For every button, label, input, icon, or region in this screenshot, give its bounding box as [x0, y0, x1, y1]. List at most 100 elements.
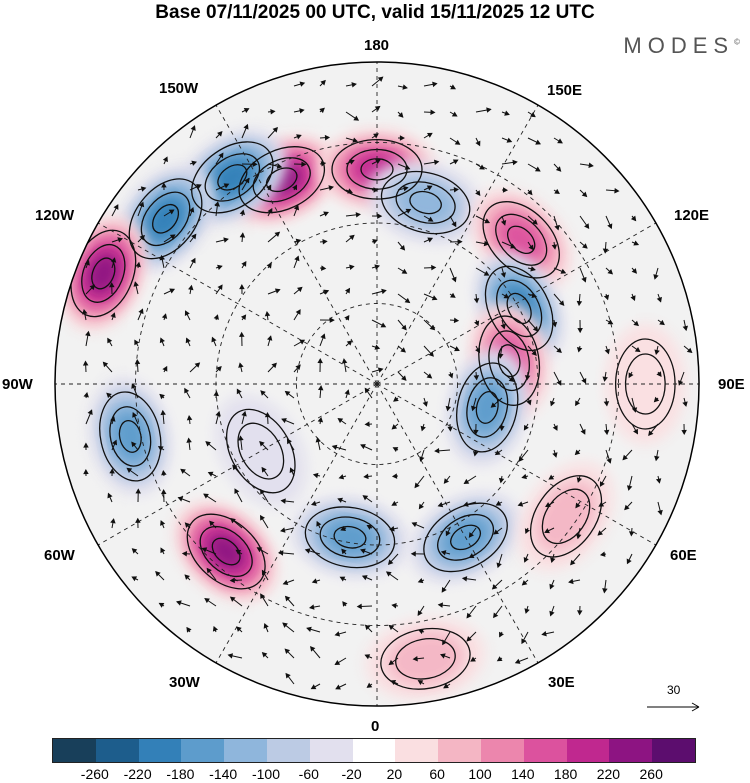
- wind-arrow: [417, 680, 425, 686]
- anomaly-field-layer: [59, 129, 686, 700]
- wind-arrow: [155, 571, 165, 581]
- wind-arrow: [527, 345, 537, 356]
- wind-arrow: [236, 626, 243, 633]
- wind-arrow: [132, 412, 139, 425]
- wind-arrow: [449, 215, 457, 228]
- wind-arrow: [293, 255, 300, 269]
- wind-arrow: [391, 423, 399, 430]
- meridian-line: [376, 383, 657, 546]
- wind-arrow: [449, 239, 463, 245]
- wind-arrow: [215, 410, 221, 425]
- wind-arrow: [397, 293, 411, 304]
- wind-arrow: [441, 579, 451, 593]
- wind-arrow: [551, 319, 558, 328]
- wind-arrow: [423, 293, 438, 301]
- wind-arrow: [110, 518, 116, 529]
- wind-arrow: [449, 137, 461, 145]
- wind-arrow: [388, 657, 399, 666]
- wind-arrow: [423, 371, 433, 379]
- wind-arrow: [521, 579, 529, 586]
- wind-arrow: [163, 209, 175, 217]
- colorbar-tick-label: 20: [386, 766, 403, 782]
- wind-arrow: [553, 267, 567, 274]
- wind-arrow: [475, 240, 490, 247]
- wind-arrow: [315, 437, 322, 451]
- wind-arrow: [397, 84, 408, 90]
- wind-arrow: [215, 264, 223, 271]
- wind-arrow: [628, 527, 635, 537]
- wind-arrow: [215, 365, 222, 373]
- wind-arrow: [550, 553, 556, 563]
- wind-arrow: [316, 520, 322, 529]
- wind-arrow: [137, 186, 147, 192]
- wind-arrow: [472, 449, 479, 457]
- wind-arrow: [682, 319, 689, 332]
- wind-arrow: [473, 293, 480, 304]
- wind-arrow: [341, 548, 347, 555]
- wind-arrow: [631, 240, 640, 246]
- wind-arrow: [499, 631, 504, 638]
- wind-arrow: [266, 262, 272, 269]
- wind-arrow: [281, 418, 295, 425]
- wind-arrow: [630, 293, 636, 302]
- wind-arrow: [440, 550, 451, 556]
- wind-arrow: [654, 345, 660, 356]
- wind-arrow: [445, 397, 452, 412]
- wind-arrow: [397, 135, 405, 141]
- wind-arrow: [423, 109, 436, 116]
- wind-arrow: [266, 184, 272, 191]
- wind-arrow: [364, 421, 373, 427]
- wind-arrow: [678, 371, 685, 386]
- wind-arrow: [371, 105, 381, 113]
- wind-arrow: [260, 593, 269, 607]
- wind-arrow: [236, 388, 243, 399]
- wind-arrow: [239, 331, 245, 347]
- wind-arrow: [180, 468, 191, 477]
- wind-arrow: [110, 312, 116, 321]
- wind-arrow: [263, 623, 269, 633]
- wind-arrow: [397, 185, 409, 192]
- wind-arrow: [189, 184, 202, 191]
- wind-arrow: [364, 387, 373, 399]
- wind-arrow: [414, 475, 425, 489]
- wind-arrow: [631, 319, 639, 327]
- wind-arrow: [176, 600, 191, 607]
- wind-arrow: [630, 215, 637, 222]
- wind-arrow: [282, 622, 295, 633]
- wind-arrow: [131, 383, 139, 399]
- wind-arrow: [82, 308, 88, 321]
- wind-arrow: [683, 345, 693, 354]
- wind-arrow: [362, 495, 373, 503]
- wind-arrow: [389, 526, 399, 532]
- wind-arrow: [319, 79, 326, 87]
- wind-arrow: [552, 423, 558, 431]
- wind-arrow: [284, 595, 295, 607]
- colorbar-swatch: [609, 739, 653, 762]
- wind-arrow: [553, 188, 560, 194]
- wind-arrow: [267, 231, 281, 243]
- wind-arrow: [653, 267, 659, 280]
- wind-arrow: [527, 137, 541, 145]
- modes-brand-logo: MODES©: [623, 33, 740, 59]
- wind-arrow: [553, 371, 562, 386]
- wind-arrow: [279, 527, 295, 533]
- colorbar-swatch: [53, 739, 96, 762]
- wind-arrow: [568, 578, 581, 585]
- wind-arrow: [160, 489, 167, 503]
- wind-arrow: [211, 336, 217, 347]
- wind-arrow: [163, 288, 176, 295]
- wind-arrow: [423, 237, 434, 243]
- wind-arrow: [241, 161, 258, 168]
- wind-arrow: [213, 390, 219, 399]
- wind-arrow: [605, 215, 613, 230]
- wind-arrow: [681, 423, 687, 436]
- colorbar-swatch: [480, 739, 524, 762]
- wind-arrow: [337, 418, 347, 425]
- wind-arrow: [339, 576, 347, 582]
- wind-arrow: [345, 264, 355, 270]
- wind-arrow: [417, 577, 425, 584]
- wind-arrow: [371, 264, 381, 270]
- wind-arrow: [653, 396, 660, 403]
- wind-arrow: [229, 577, 243, 584]
- wind-arrow: [371, 319, 387, 328]
